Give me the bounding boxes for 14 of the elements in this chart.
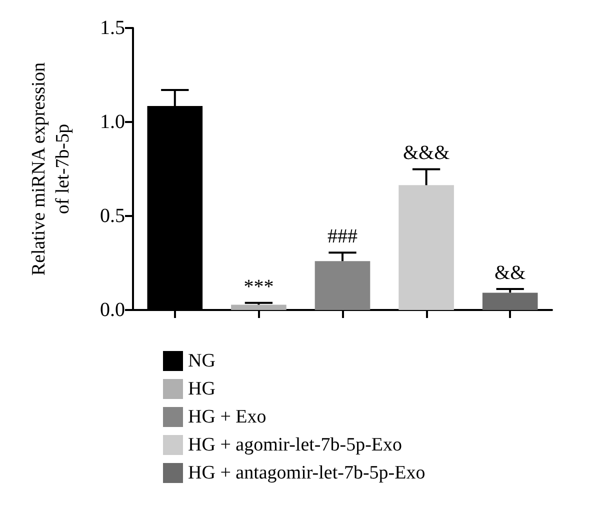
legend-label: HG + agomir-let-7b-5p-Exo xyxy=(188,434,402,456)
y-tick-label: 0.0 xyxy=(100,299,125,321)
legend-label: HG + Exo xyxy=(188,406,266,428)
y-tick-label: 1.0 xyxy=(100,111,125,133)
data-label: &&& xyxy=(402,142,450,164)
y-tick-label: 0.5 xyxy=(100,205,125,227)
y-axis-title: Relative miRNA expression of let-7b-5p xyxy=(28,62,74,276)
data-label: ### xyxy=(328,226,358,248)
legend-label: HG xyxy=(188,378,216,400)
data-label: && xyxy=(494,262,526,284)
y-tick-label: 1.5 xyxy=(100,17,125,39)
legend-label: NG xyxy=(188,350,216,372)
legend-label: HG + antagomir-let-7b-5p-Exo xyxy=(188,462,426,484)
data-label: *** xyxy=(244,276,274,298)
